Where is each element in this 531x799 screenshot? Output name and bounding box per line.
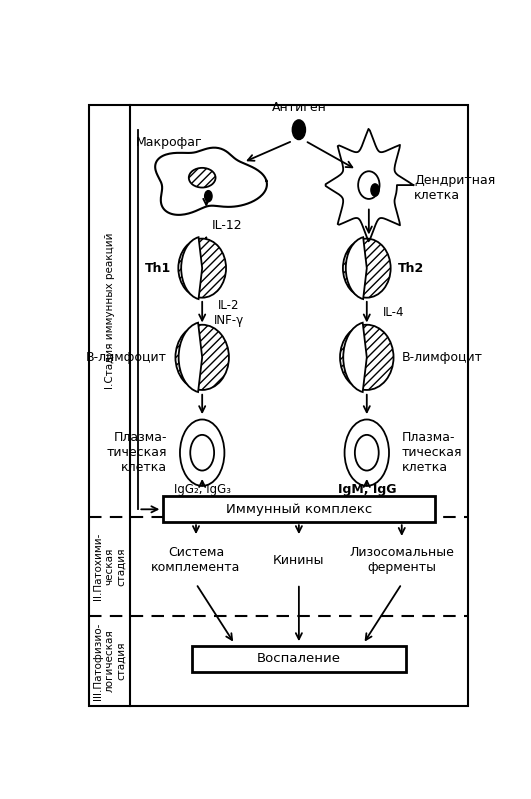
Text: IL-4: IL-4	[383, 306, 404, 320]
Ellipse shape	[340, 324, 393, 390]
Text: Th1: Th1	[145, 261, 172, 275]
Wedge shape	[343, 323, 367, 392]
Text: Дендритная
клетка: Дендритная клетка	[414, 174, 495, 202]
Text: В-лимфоцит: В-лимфоцит	[402, 351, 483, 364]
Text: II.Патохими-
ческая
стадия: II.Патохими- ческая стадия	[93, 533, 126, 600]
Text: IL-12: IL-12	[211, 219, 242, 232]
Ellipse shape	[358, 171, 380, 199]
Ellipse shape	[178, 239, 226, 298]
FancyBboxPatch shape	[89, 105, 468, 706]
Text: IL-2
INF-γ: IL-2 INF-γ	[214, 299, 244, 327]
Text: Иммунный комплекс: Иммунный комплекс	[226, 503, 372, 516]
Text: В-лимфоцит: В-лимфоцит	[86, 351, 167, 364]
FancyBboxPatch shape	[192, 646, 406, 672]
Text: IgG₂, IgG₃: IgG₂, IgG₃	[174, 483, 230, 496]
Circle shape	[345, 419, 389, 486]
Wedge shape	[178, 323, 202, 392]
Text: Воспаление: Воспаление	[257, 652, 341, 666]
Text: Макрофаг: Макрофаг	[136, 136, 202, 149]
Text: Кинины: Кинины	[273, 554, 324, 566]
Polygon shape	[155, 148, 267, 215]
Wedge shape	[181, 237, 202, 299]
Polygon shape	[326, 129, 413, 241]
Circle shape	[292, 120, 305, 140]
Text: Система
комплемента: Система комплемента	[151, 547, 241, 574]
Circle shape	[190, 435, 214, 471]
Text: IgM, IgG: IgM, IgG	[338, 483, 396, 496]
Text: I.Стадия иммунных реакций: I.Стадия иммунных реакций	[105, 233, 115, 389]
Circle shape	[371, 184, 379, 197]
Ellipse shape	[189, 168, 216, 188]
Text: Антиген: Антиген	[271, 101, 327, 114]
Circle shape	[180, 419, 225, 486]
Wedge shape	[346, 237, 367, 299]
Circle shape	[355, 435, 379, 471]
Text: Лизосомальные
ферменты: Лизосомальные ферменты	[349, 547, 454, 574]
Circle shape	[204, 191, 212, 201]
Ellipse shape	[343, 239, 391, 298]
Text: III.Патофизио-
логическая
стадия: III.Патофизио- логическая стадия	[93, 622, 126, 700]
Text: Плазма-
тическая
клетка: Плазма- тическая клетка	[107, 431, 167, 475]
FancyBboxPatch shape	[163, 496, 435, 523]
Text: Th2: Th2	[398, 261, 424, 275]
Text: Плазма-
тическая
клетка: Плазма- тическая клетка	[402, 431, 463, 475]
Ellipse shape	[175, 324, 229, 390]
